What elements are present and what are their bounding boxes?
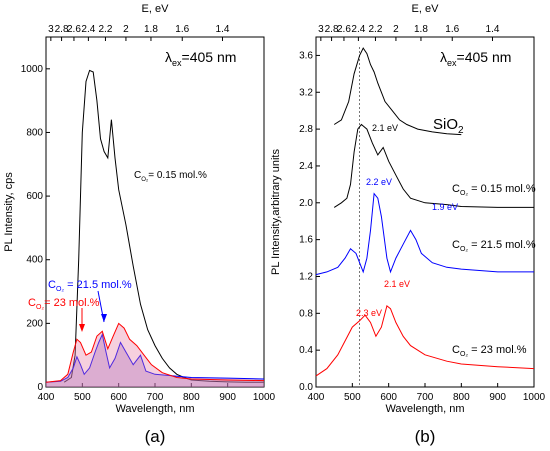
panel-a-top-axis-title: E, eV [142,3,170,15]
top-tick-label: 1.6 [175,24,189,35]
x-tick-label: 400 [308,392,325,403]
panel-a-annotation-co2-215: CO₂ = 21.5 mol.% [48,279,132,293]
series-line-1 [333,123,534,208]
y-tick-label: 2.4 [299,161,313,172]
series-line-0 [63,69,264,383]
series-fill-2 [46,323,264,387]
x-tick-label: 1000 [253,392,276,403]
panel-b: 400 500 600 700 800 900 1000 0.0 0.4 0.8 1.2 1.6 2.… [270,3,546,446]
panel-b-annotation-co2-215: CO₂ = 21.5 mol.% [452,239,536,253]
y-tick-label: 0.8 [299,308,313,319]
panel-b-x-axis-title: Wavelength, nm [385,403,464,415]
panel-a-frame [45,36,265,388]
y-tick-label: 1.2 [299,271,313,282]
top-tick-label: 2.4 [81,24,95,35]
top-tick-label: 2.2 [99,24,113,35]
panel-b-top-axis-title: E, eV [412,3,440,15]
top-tick-label: 3 [318,24,324,35]
y-tick-label: 2.8 [299,124,313,135]
y-tick-label: 3.6 [299,50,313,61]
panel-a-x-axis-title: Wavelength, nm [115,403,194,415]
x-tick-label: 900 [489,392,506,403]
top-tick-label: 2.4 [351,24,365,35]
series-fill-1 [46,334,264,387]
panel-a-arrowhead-red [79,324,85,332]
x-tick-label: 500 [344,392,361,403]
panel-b-peak-19ev-blue: 1.9 eV [432,202,458,212]
top-tick-label: 1.8 [414,24,428,35]
top-tick-label: 2 [123,24,129,35]
series-line-1 [45,332,265,383]
top-tick-label: 3 [48,24,54,35]
top-tick-label: 2.8 [55,24,69,35]
panel-a-arrowhead-blue [101,314,107,322]
y-tick-label: 600 [26,191,43,202]
panel-a-label: (a) [145,427,166,446]
series-line-2 [315,192,534,276]
panel-b-peak-21ev-black: 2.1 eV [372,123,398,133]
x-tick-label: 800 [453,392,470,403]
series-line-2 [45,322,265,383]
y-tick-label: 0 [37,382,43,393]
top-tick-label: 1.4 [216,24,230,35]
panel-a-annotation-co2-015: CO₂= 0.15 mol.% [134,170,207,183]
y-tick-label: 200 [26,318,43,329]
panel-a-excitation-label: λex=405 nm [165,49,236,68]
panel-a: 400 500 600 700 800 900 1000 0 200 400 600 800 1000… [3,3,276,446]
x-tick-label: 600 [380,392,397,403]
y-tick-label: 1000 [21,64,44,75]
top-tick-label: 1.8 [144,24,158,35]
top-tick-label: 2.6 [67,24,81,35]
x-tick-label: 500 [74,392,91,403]
y-tick-label: 2.0 [299,198,313,209]
series-line-0 [333,47,462,136]
panel-b-peak-21ev-red: 2.1 eV [384,279,410,289]
panel-b-excitation-label: λex=405 nm [440,49,511,68]
panel-b-peak-23ev-red: 2.3 eV [356,308,382,318]
top-tick-label: 1.4 [486,24,500,35]
panel-a-annotation-co2-23: CO₂= 23 mol.% [28,297,100,311]
top-tick-label: 1.6 [445,24,459,35]
x-tick-label: 600 [110,392,127,403]
panel-b-label: (b) [415,427,436,446]
panel-b-annotation-co2-015: CO₂ = 0.15 mol.% [452,183,536,197]
y-tick-label: 0.0 [299,382,313,393]
x-tick-label: 400 [38,392,55,403]
y-tick-label: 800 [26,127,43,138]
top-tick-label: 2.6 [337,24,351,35]
series-line-3 [315,305,535,377]
x-tick-label: 800 [183,392,200,403]
x-tick-label: 700 [147,392,164,403]
x-tick-label: 700 [417,392,434,403]
x-tick-label: 1000 [523,392,546,403]
top-tick-label: 2.8 [325,24,339,35]
top-tick-label: 2 [393,24,399,35]
x-tick-label: 900 [219,392,236,403]
y-tick-label: 400 [26,255,43,266]
panel-b-peak-22ev-blue: 2.2 eV [366,177,392,187]
y-tick-label: 0.4 [299,345,313,356]
panel-b-annotation-co2-23: CO₂ = 23 mol.% [452,344,527,358]
panel-a-y-axis-title: PL Intensity, cps [3,172,15,252]
top-tick-label: 2.2 [369,24,383,35]
y-tick-label: 3.2 [299,87,313,98]
panel-b-y-axis-title: PL Intensity,arbitrary units [270,149,282,275]
y-tick-label: 1.6 [299,235,313,246]
panel-b-annotation-sio2: SiO2 [433,116,464,136]
